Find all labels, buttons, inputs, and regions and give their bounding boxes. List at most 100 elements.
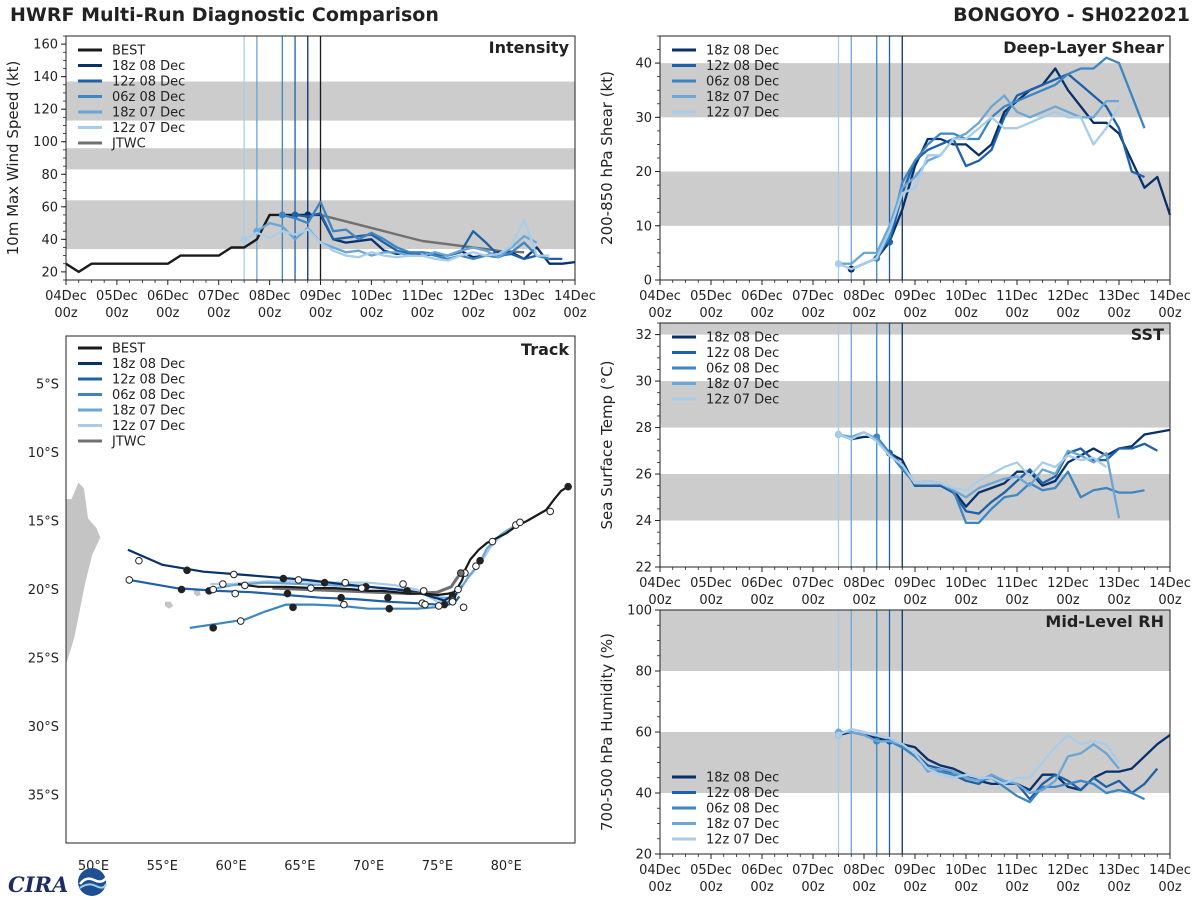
track-title: Track xyxy=(521,340,569,359)
track-legend-label: 12z 08 Dec xyxy=(112,373,185,388)
track-legend-label: BEST xyxy=(112,342,145,357)
intensity-ytick-label: 20 xyxy=(41,265,58,280)
shear-panel: 0 10 20 30 40 04Dec 00z 05Dec 00z 06Dec 00z 07Dec 00… xyxy=(598,35,1191,321)
track-position-marker xyxy=(209,624,217,632)
shear-legend-label: 06z 08 Dec xyxy=(706,75,779,90)
sst-xtick-label: 12Dec 00z xyxy=(1047,576,1089,608)
track-xtick-label: 80°E xyxy=(491,859,522,874)
intensity-xtick-label: 14Dec 00z xyxy=(554,289,596,321)
rh-xtick-label-hour: 00z xyxy=(903,880,927,895)
shear-xtick-label-hour: 00z xyxy=(699,306,723,321)
track-xtick-label: 75°E xyxy=(422,859,453,874)
intensity-xtick-label-hour: 00z xyxy=(258,306,282,321)
intensity-legend-label: 18z 07 Dec xyxy=(112,106,185,121)
track-xtick-label: 60°E xyxy=(215,859,246,874)
sst-xtick-label: 11Dec 00z xyxy=(996,576,1038,608)
rh-xtick-label-hour: 00z xyxy=(1158,880,1182,895)
track-series-run_18z_08 xyxy=(127,548,458,602)
shear-series-run_18z_07 xyxy=(838,94,1119,265)
track-position-marker xyxy=(241,581,249,590)
intensity-xtick-label-hour: 00z xyxy=(462,306,486,321)
intensity-xtick-label-hour: 00z xyxy=(105,306,129,321)
intensity-ylabel: 10m Max Wind Speed (kt) xyxy=(4,61,22,256)
sst-xtick-label: 14Dec 00z xyxy=(1149,576,1191,608)
intensity-xtick-label-hour: 00z xyxy=(411,306,435,321)
track-position-marker xyxy=(340,600,348,609)
shear-xtick-label-hour: 00z xyxy=(852,306,876,321)
track-position-marker xyxy=(279,574,288,583)
track-position-marker xyxy=(476,556,484,565)
shear-title: Deep-Layer Shear xyxy=(1003,38,1164,57)
intensity-ytick-label: 60 xyxy=(41,200,58,215)
track-position-marker xyxy=(341,578,350,587)
track-position-marker xyxy=(320,578,329,587)
track-position-marker xyxy=(419,587,428,595)
shear-ytick-label: 10 xyxy=(635,219,652,234)
track-position-marker xyxy=(435,602,443,610)
track-panel: 50°E 55°E 60°E 65°E 70°E 75°E 80°E5°S10°S15°S2… xyxy=(28,335,576,874)
rh-xtick-label: 12Dec 00z xyxy=(1047,863,1089,895)
intensity-start-point-run_12z_07 xyxy=(240,235,248,243)
track-position-marker xyxy=(135,556,143,565)
rh-xtick-label-hour: 00z xyxy=(1107,880,1131,895)
shear-xtick-label: 04Dec 00z xyxy=(639,289,681,321)
sst-legend-label: 12z 07 Dec xyxy=(706,393,779,408)
intensity-xtick-label: 11Dec 00z xyxy=(401,289,443,321)
rh-series-run_12z_08 xyxy=(888,740,1159,801)
shear-ytick-label: 40 xyxy=(635,57,652,72)
shear-xtick-label-hour: 00z xyxy=(903,306,927,321)
sst-band-0 xyxy=(660,474,1170,521)
track-position-marker xyxy=(488,537,497,546)
shear-band-1 xyxy=(660,63,1170,118)
shear-xtick-label-hour: 00z xyxy=(954,306,978,321)
intensity-ytick-label: 160 xyxy=(33,38,58,53)
sst-xtick-label: 13Dec 00z xyxy=(1098,576,1140,608)
rh-xtick-label-hour: 00z xyxy=(750,880,774,895)
rh-ytick-label: 100 xyxy=(627,604,652,619)
rh-ytick-label: 20 xyxy=(635,848,652,863)
intensity-xtick-label-hour: 00z xyxy=(309,306,333,321)
shear-xtick-label: 13Dec 00z xyxy=(1098,289,1140,321)
rh-xtick-label-hour: 00z xyxy=(801,880,825,895)
intensity-xtick-label-hour: 00z xyxy=(563,306,587,321)
sst-xtick-label-hour: 00z xyxy=(699,593,723,608)
intensity-legend-label: 06z 08 Dec xyxy=(112,90,185,105)
land-madagascar xyxy=(66,482,101,665)
track-position-marker xyxy=(516,518,524,527)
track-position-marker xyxy=(448,598,457,606)
sst-xtick-label-hour: 00z xyxy=(1056,593,1080,608)
intensity-series-run_12z_07 xyxy=(243,218,550,262)
track-plot-area xyxy=(66,482,572,665)
intensity-ytick-label: 120 xyxy=(33,103,58,118)
intensity-xtick-label: 09Dec 00z xyxy=(300,289,342,321)
sst-xtick-label-hour: 00z xyxy=(750,593,774,608)
track-ytick-label: 30°S xyxy=(28,720,59,735)
cira-logo-text: CIRA xyxy=(8,872,69,897)
intensity-ytick-label: 80 xyxy=(41,168,58,183)
track-legend-label: 12z 07 Dec xyxy=(112,419,185,434)
track-position-marker xyxy=(283,589,292,598)
storm-id: BONGOYO - SH022021 xyxy=(953,4,1190,26)
shear-xtick-label: 08Dec 00z xyxy=(843,289,885,321)
rh-legend-label: 18z 07 Dec xyxy=(706,817,779,832)
track-position-marker xyxy=(546,507,555,516)
sst-xtick-label: 10Dec 00z xyxy=(945,576,987,608)
shear-xtick-label-hour: 00z xyxy=(1107,306,1131,321)
track-position-marker xyxy=(454,585,462,594)
track-xtick-label: 70°E xyxy=(353,859,384,874)
intensity-ytick-label: 40 xyxy=(41,233,58,248)
rh-ytick-label: 40 xyxy=(635,787,652,802)
rh-panel: 20 40 60 80 100 04Dec 00z 05Dec 00z 06Dec 00z 07Dec… xyxy=(598,604,1191,896)
land-mauritius xyxy=(193,589,201,597)
shear-xtick-label: 12Dec 00z xyxy=(1047,289,1089,321)
sst-ytick-label: 32 xyxy=(635,328,652,343)
rh-xtick-label-hour: 00z xyxy=(1005,880,1029,895)
intensity-legend-label: 12z 07 Dec xyxy=(112,121,185,136)
rh-xtick-label: 07Dec 00z xyxy=(792,863,834,895)
shear-xtick-label: 09Dec 00z xyxy=(894,289,936,321)
sst-xtick-label: 05Dec 00z xyxy=(690,576,732,608)
rh-legend-label: 12z 08 Dec xyxy=(706,786,779,801)
shear-ytick-label: 30 xyxy=(635,111,652,126)
rh-xtick-label-hour: 00z xyxy=(852,880,876,895)
